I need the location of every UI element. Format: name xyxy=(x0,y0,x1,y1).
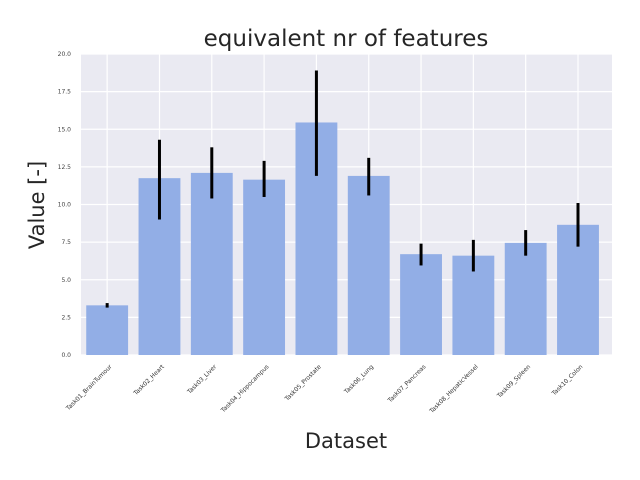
y-tick-label: 10.0 xyxy=(58,202,72,209)
x-axis-ticks: Task01_BrainTumour Task02_Heart Task03_Liv… xyxy=(64,363,584,415)
x-tick-label: Task07_Pancreas xyxy=(386,363,427,404)
x-tick-label: Task10_Colon xyxy=(550,363,584,397)
bars xyxy=(86,122,599,355)
x-tick-label: Task02_Heart xyxy=(132,363,167,398)
bar xyxy=(452,255,495,355)
y-tick-label: 15.0 xyxy=(58,126,72,133)
chart-title: equivalent nr of features xyxy=(204,26,489,52)
x-tick-label: Task09_Spleen xyxy=(495,363,532,400)
y-tick-label: 5.0 xyxy=(61,277,71,284)
y-tick-label: 12.5 xyxy=(58,164,72,171)
bar xyxy=(243,179,286,355)
bar xyxy=(190,172,233,355)
y-tick-label: 7.5 xyxy=(61,239,71,246)
x-axis-label: Dataset xyxy=(305,429,387,453)
y-tick-label: 2.5 xyxy=(61,314,71,321)
x-tick-label: Task08_HepaticVessel xyxy=(428,363,480,415)
x-tick-label: Task04_Hippocampus xyxy=(219,363,270,414)
x-tick-label: Task05_Prostate xyxy=(283,363,323,403)
bar xyxy=(347,175,390,355)
y-tick-label: 0.0 xyxy=(61,352,71,359)
bar xyxy=(86,305,129,355)
y-tick-label: 20.0 xyxy=(58,51,72,58)
x-tick-label: Task01_BrainTumour xyxy=(64,363,114,413)
x-tick-label: Task06_Lung xyxy=(342,363,375,396)
bar xyxy=(400,254,442,355)
x-tick-label: Task03_Liver xyxy=(185,363,218,396)
y-tick-label: 17.5 xyxy=(58,89,72,96)
y-axis-label: Value [-] xyxy=(25,161,49,249)
error-bars xyxy=(105,70,580,308)
bar xyxy=(504,242,547,355)
y-axis-ticks: 0.0 2.5 5.0 7.5 10.0 12.5 15.0 17.5 20.0 xyxy=(58,51,72,359)
